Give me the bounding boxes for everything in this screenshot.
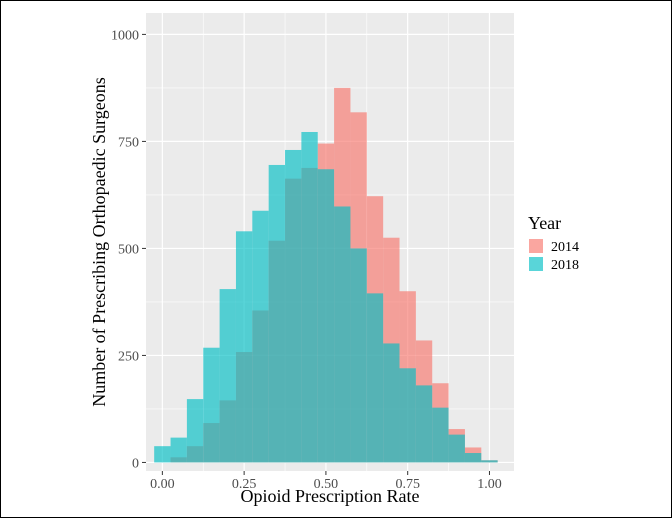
bar-2018: [432, 407, 449, 463]
bar-2018: [268, 164, 286, 463]
x-tick-label: 1.00: [477, 477, 502, 492]
bar-2018: [219, 289, 236, 463]
bar-2018: [481, 460, 498, 463]
legend-label-2014: 2014: [551, 240, 579, 255]
bar-2018: [366, 293, 384, 463]
x-tick-label: 0.50: [314, 477, 339, 492]
bar-2018: [252, 210, 269, 463]
y-tick-label: 500: [118, 242, 139, 257]
bar-2018: [285, 149, 302, 463]
bar-2018: [186, 399, 204, 463]
legend-title: Year: [528, 213, 561, 233]
bar-2018: [235, 231, 253, 463]
bar-2018: [301, 131, 318, 463]
y-tick-label: 0: [132, 456, 139, 471]
y-tick-label: 1000: [111, 28, 139, 43]
bar-2018: [170, 437, 187, 463]
bar-2018: [383, 343, 400, 463]
series-2018-bars: [154, 131, 498, 463]
x-tick-label: 0.75: [395, 477, 420, 492]
bar-2018: [415, 385, 433, 463]
bar-2018: [317, 169, 335, 463]
x-axis-ticks: 0.00 0.25 0.50 0.75 1.00: [150, 471, 502, 492]
y-axis-title: Number of Prescribing Orthopaedic Surgeo…: [89, 77, 109, 407]
y-tick-label: 750: [118, 135, 139, 150]
bar-2018: [464, 453, 482, 463]
x-tick-label: 0.25: [232, 477, 257, 492]
legend: Year 2014 2018: [528, 213, 579, 273]
bar-2018: [334, 206, 351, 463]
bar-2018: [154, 446, 171, 463]
bar-2018: [350, 248, 367, 463]
x-tick-label: 0.00: [150, 477, 175, 492]
bar-2018: [448, 434, 465, 463]
legend-swatch-2018: [529, 257, 543, 271]
legend-swatch-2014: [529, 239, 543, 253]
y-tick-label: 250: [118, 349, 139, 364]
legend-label-2018: 2018: [551, 258, 579, 273]
x-axis-title: Opioid Prescription Rate: [241, 486, 420, 506]
bar-2018: [399, 368, 416, 463]
bar-2018: [203, 347, 220, 463]
y-axis-ticks: 0 250 500 750 1000: [111, 28, 146, 471]
